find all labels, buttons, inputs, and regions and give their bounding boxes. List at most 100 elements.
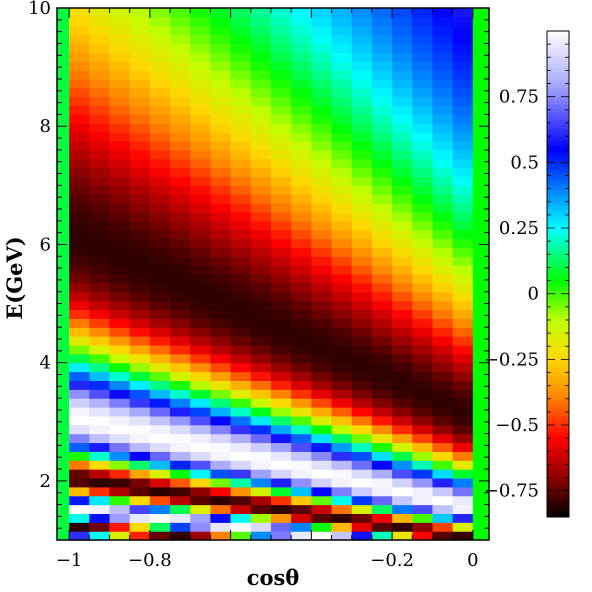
heatmap-cell bbox=[392, 247, 413, 257]
heatmap-cell bbox=[190, 398, 212, 408]
heatmap-cell bbox=[270, 513, 292, 523]
heatmap-cell bbox=[69, 442, 90, 452]
colorbar-segment bbox=[547, 217, 569, 222]
heatmap-cell bbox=[432, 531, 454, 541]
heatmap-cell bbox=[149, 477, 171, 488]
heatmap-cell bbox=[89, 495, 111, 506]
colorbar-segment bbox=[547, 436, 569, 441]
heatmap-cell bbox=[109, 229, 131, 240]
heatmap-cell bbox=[250, 52, 272, 62]
heatmap-cell bbox=[170, 78, 191, 89]
colorbar-segment bbox=[547, 205, 569, 210]
heatmap-cell bbox=[109, 52, 131, 62]
heatmap-cell bbox=[149, 220, 171, 231]
heatmap-cell bbox=[270, 123, 292, 133]
heatmap-cell bbox=[291, 43, 312, 53]
heatmap-cell bbox=[311, 495, 333, 506]
heatmap-cell bbox=[452, 380, 474, 390]
heatmap-cell bbox=[149, 167, 171, 178]
heatmap-cell bbox=[331, 87, 353, 98]
heatmap-cell bbox=[69, 291, 90, 302]
heatmap-cell bbox=[210, 220, 232, 231]
heatmap-cell bbox=[270, 522, 292, 532]
heatmap-cell bbox=[149, 105, 171, 115]
heatmap-cell bbox=[89, 96, 111, 107]
heatmap-cell bbox=[331, 34, 353, 45]
heatmap-cell bbox=[331, 477, 353, 488]
colorbar-segment bbox=[547, 132, 569, 137]
heatmap-cell bbox=[371, 158, 393, 169]
heatmap-cell bbox=[270, 353, 292, 364]
heatmap-cell bbox=[170, 442, 191, 452]
heatmap-cell bbox=[149, 318, 171, 328]
heatmap-cell bbox=[392, 477, 413, 488]
colorbar-segment bbox=[547, 326, 569, 332]
heatmap-cell bbox=[331, 211, 353, 222]
colorbar-segment bbox=[547, 87, 569, 93]
heatmap-cell bbox=[291, 211, 312, 222]
colorbar-segment bbox=[547, 31, 569, 36]
heatmap-cell bbox=[331, 123, 353, 133]
heatmap-cell bbox=[412, 291, 434, 302]
heatmap-cell bbox=[392, 211, 413, 222]
heatmap-cell bbox=[250, 247, 272, 257]
heatmap-cell bbox=[89, 229, 111, 240]
heatmap-cell bbox=[250, 336, 272, 346]
heatmap-cell bbox=[291, 274, 312, 284]
heatmap-cell bbox=[170, 398, 191, 408]
heatmap-cell bbox=[311, 389, 333, 399]
heatmap-cell bbox=[69, 105, 90, 115]
heatmap-cell bbox=[432, 229, 454, 240]
colorbar-segment bbox=[547, 229, 569, 234]
heatmap-cell bbox=[129, 469, 151, 479]
heatmap-cell bbox=[250, 282, 272, 293]
heatmap-cell bbox=[69, 211, 90, 222]
heatmap-cell bbox=[129, 504, 151, 514]
heatmap-cell bbox=[190, 389, 212, 399]
heatmap-cell bbox=[270, 415, 292, 426]
heatmap-cell bbox=[109, 238, 131, 248]
heatmap-cell bbox=[331, 167, 353, 178]
heatmap-cell bbox=[270, 389, 292, 399]
heatmap-cell bbox=[371, 220, 393, 231]
heatmap-cell bbox=[210, 309, 232, 319]
heatmap-cell bbox=[371, 229, 393, 240]
heatmap-cell bbox=[109, 247, 131, 257]
heatmap-cell bbox=[412, 87, 434, 98]
heatmap-cell bbox=[89, 158, 111, 169]
heatmap-cell bbox=[69, 407, 90, 417]
heatmap-cell bbox=[371, 167, 393, 178]
heatmap-cell bbox=[311, 70, 333, 80]
heatmap-cell bbox=[129, 407, 151, 417]
heatmap-cell bbox=[230, 451, 252, 461]
heatmap-cell bbox=[230, 513, 252, 523]
heatmap-cell bbox=[452, 442, 474, 452]
colorbar-segment bbox=[547, 176, 569, 182]
heatmap-cell bbox=[89, 167, 111, 178]
heatmap-cell bbox=[311, 211, 333, 222]
colorbar-segment bbox=[547, 172, 569, 178]
heatmap-cell bbox=[311, 61, 333, 71]
heatmap-cell bbox=[250, 433, 272, 444]
heatmap-cell bbox=[210, 114, 232, 124]
heatmap-cell bbox=[170, 167, 191, 178]
heatmap-cell bbox=[392, 353, 413, 364]
heatmap-cell bbox=[351, 344, 373, 355]
heatmap-cell bbox=[230, 495, 252, 506]
heatmap-cell bbox=[270, 132, 292, 142]
heatmap-cell bbox=[291, 229, 312, 240]
heatmap-cell bbox=[129, 61, 151, 71]
heatmap-cell bbox=[311, 238, 333, 248]
colorbar-segment bbox=[547, 334, 569, 340]
heatmap-cell bbox=[412, 300, 434, 311]
heatmap-cell bbox=[311, 176, 333, 186]
heatmap-cell bbox=[210, 61, 232, 71]
heatmap-cell bbox=[230, 407, 252, 417]
heatmap-cell bbox=[270, 380, 292, 390]
heatmap-cell bbox=[351, 327, 373, 337]
heatmap-cell bbox=[371, 336, 393, 346]
heatmap-cell bbox=[129, 123, 151, 133]
heatmap-cell bbox=[89, 407, 111, 417]
heatmap-cell bbox=[230, 291, 252, 302]
heatmap-cell bbox=[351, 247, 373, 257]
